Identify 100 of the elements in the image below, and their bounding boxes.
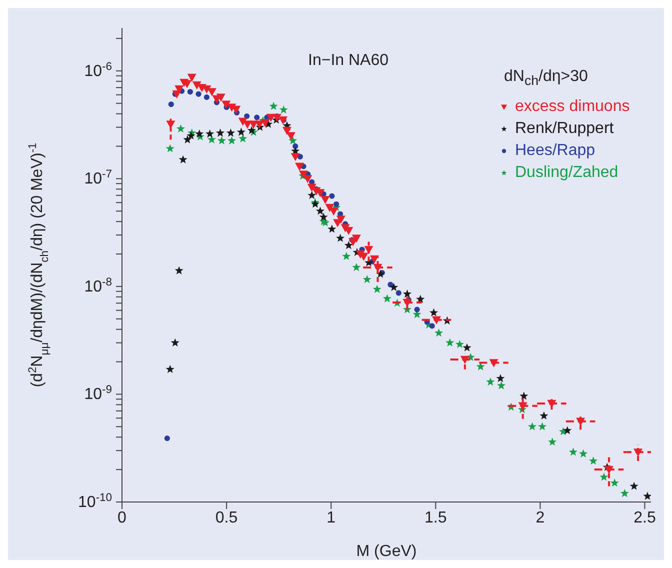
point (370, 255, 379, 264)
point (402, 298, 412, 307)
point (187, 88, 193, 95)
point (297, 154, 303, 160)
point (269, 102, 278, 110)
point (216, 128, 225, 137)
point (634, 448, 643, 457)
point (432, 316, 441, 324)
point (319, 212, 328, 221)
point (254, 114, 260, 120)
point (244, 113, 250, 119)
point (164, 435, 170, 442)
point (226, 128, 236, 137)
y-tick-label: 10$^{-6}$ (84, 60, 112, 80)
point (382, 294, 392, 302)
point (166, 144, 174, 152)
point (563, 426, 572, 434)
x-tick-label: 0 (118, 509, 127, 526)
x-axis-title: M (GeV) (356, 543, 417, 560)
y-tick-label: 10$^{-7}$ (84, 168, 112, 188)
point (227, 136, 236, 144)
point (282, 126, 292, 135)
point (174, 266, 184, 274)
point (328, 224, 336, 233)
point (352, 262, 361, 272)
point (170, 338, 180, 346)
point (187, 74, 196, 82)
point (372, 284, 382, 293)
x-tick-label: 2 (536, 509, 545, 526)
point (600, 472, 608, 481)
point (416, 294, 425, 303)
point (429, 323, 435, 329)
point (446, 338, 454, 346)
point (489, 359, 498, 368)
y-tick-label: 10$^{-8}$ (84, 276, 112, 296)
text: In−In NA60 (308, 52, 388, 70)
legend-label: Dusling/Zahed (515, 163, 618, 184)
point (308, 190, 316, 199)
point (540, 411, 548, 420)
y-tick-label: 10$^{-10}$ (78, 492, 112, 511)
point (434, 328, 444, 337)
point (538, 422, 547, 430)
point (217, 136, 226, 144)
point (496, 374, 505, 382)
point (196, 91, 202, 97)
point (568, 448, 578, 456)
point (462, 343, 472, 352)
legend-label: Hees/Rapp (515, 141, 596, 162)
point (589, 456, 598, 465)
point (166, 364, 174, 374)
point (183, 135, 192, 144)
point (578, 449, 588, 458)
point (288, 136, 298, 144)
point (604, 466, 614, 474)
x-tick-label: 1.5 (424, 509, 447, 526)
point (576, 418, 586, 426)
point (390, 282, 398, 292)
point (316, 206, 324, 215)
point (206, 129, 214, 138)
point (238, 134, 248, 142)
point (168, 101, 174, 108)
point (620, 488, 629, 498)
point (186, 131, 196, 140)
point (342, 252, 351, 260)
point (486, 377, 495, 386)
point (207, 135, 216, 144)
point (528, 422, 537, 430)
point (344, 240, 353, 250)
legend-title: dN$_{ch}$/dη>30 (504, 67, 589, 90)
point (260, 119, 270, 128)
point (336, 234, 345, 242)
point (429, 308, 438, 316)
point (290, 153, 300, 162)
point (334, 201, 340, 207)
point (643, 492, 651, 500)
legend-label: Renk/Ruppert (515, 119, 614, 140)
point (352, 234, 361, 243)
point (178, 155, 188, 164)
point (630, 482, 638, 490)
point (373, 264, 382, 272)
point (362, 274, 372, 284)
point (303, 175, 312, 184)
point (222, 100, 231, 109)
point (176, 124, 186, 132)
point (610, 478, 619, 487)
point (329, 193, 335, 199)
x-tick-label: 2.5 (634, 509, 656, 526)
point (295, 162, 304, 171)
point (364, 246, 374, 254)
legend-label: excess dimuons (515, 97, 630, 118)
point (548, 438, 557, 446)
x-tick-label: 0.5 (215, 509, 238, 526)
y-tick-label: 10$^{-9}$ (84, 384, 112, 404)
point (376, 270, 385, 278)
point (455, 340, 464, 348)
point (292, 143, 298, 150)
point (236, 128, 246, 136)
point (414, 306, 420, 312)
point (320, 196, 330, 204)
point (497, 381, 506, 390)
